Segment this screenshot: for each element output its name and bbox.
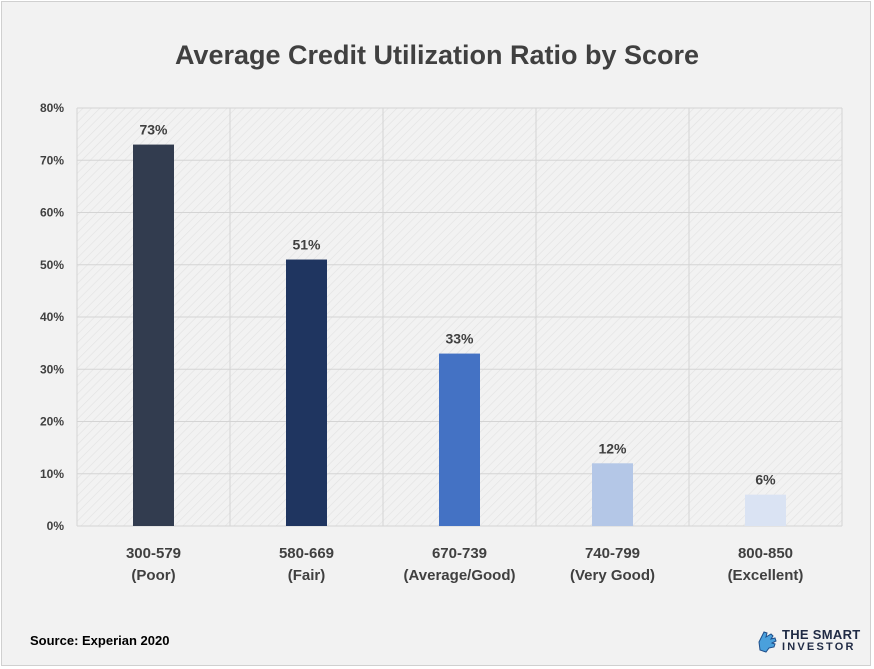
x-tick-label: (Poor) xyxy=(131,567,175,584)
bar xyxy=(286,259,327,526)
data-label: 33% xyxy=(445,331,474,347)
y-tick-label: 40% xyxy=(40,310,64,324)
y-tick-label: 0% xyxy=(47,519,65,533)
x-tick-label: (Fair) xyxy=(288,567,326,584)
data-label: 73% xyxy=(139,122,168,138)
y-tick-label: 70% xyxy=(40,153,64,167)
y-tick-label: 30% xyxy=(40,362,64,376)
brand-name-line2: INVESTOR xyxy=(782,641,856,653)
chart-title: Average Credit Utilization Ratio by Scor… xyxy=(174,40,700,70)
bar xyxy=(133,144,174,526)
bar xyxy=(439,353,480,526)
bar xyxy=(592,463,633,526)
brand-name-line1: THE SMART xyxy=(782,627,861,642)
x-tick-label: 300-579 xyxy=(126,545,181,562)
source-note: Source: Experian 2020 xyxy=(30,633,170,648)
x-tick-label: 580-669 xyxy=(279,545,334,562)
data-label: 12% xyxy=(598,440,627,456)
y-tick-label: 10% xyxy=(40,467,64,481)
y-tick-label: 20% xyxy=(40,415,64,429)
brand-logo: THE SMART INVESTOR xyxy=(756,626,861,656)
x-tick-label: 800-850 xyxy=(738,545,793,562)
x-tick-label: (Very Good) xyxy=(570,567,655,584)
data-label: 51% xyxy=(292,237,321,253)
x-tick-label: (Excellent) xyxy=(728,567,804,584)
x-tick-label: (Average/Good) xyxy=(404,567,516,584)
x-tick-label: 670-739 xyxy=(432,545,487,562)
x-tick-label: 740-799 xyxy=(585,545,640,562)
y-tick-label: 50% xyxy=(40,258,64,272)
hand-icon xyxy=(758,631,777,653)
y-tick-label: 60% xyxy=(40,206,64,220)
bar xyxy=(745,494,786,526)
y-tick-label: 80% xyxy=(40,101,64,115)
data-label: 6% xyxy=(755,472,776,488)
